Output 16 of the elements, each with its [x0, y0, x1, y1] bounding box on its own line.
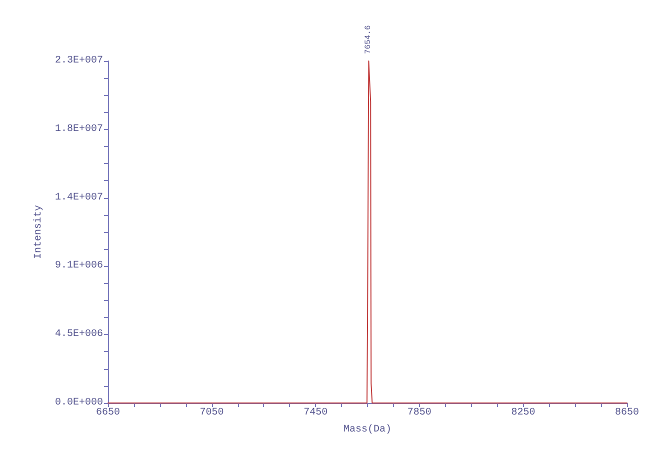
y-tick-label: 1.8E+007: [54, 124, 103, 135]
y-tick-label: 0.0E+000: [54, 398, 103, 408]
x-tick-label: 8250: [511, 408, 536, 418]
y-tick-label: 2.3E+007: [54, 56, 103, 66]
x-tick-label: 7050: [200, 408, 224, 418]
x-tick-label: 6650: [96, 408, 120, 418]
x-tick-label: 7450: [304, 408, 328, 418]
x-tick-label: 7850: [407, 408, 432, 418]
annotation: 7654.6: [364, 24, 374, 54]
x-tick-label: 8650: [614, 408, 640, 418]
y-tick-label: 1.4E+007: [54, 192, 103, 204]
line-series: [108, 60, 628, 404]
x-axis-title: Mass(Da): [343, 424, 392, 436]
y-tick-label: 4.5E+006: [54, 329, 103, 340]
y-tick-label: 9.1E+006: [54, 260, 103, 272]
y-axis-title: Intensity: [32, 204, 45, 260]
